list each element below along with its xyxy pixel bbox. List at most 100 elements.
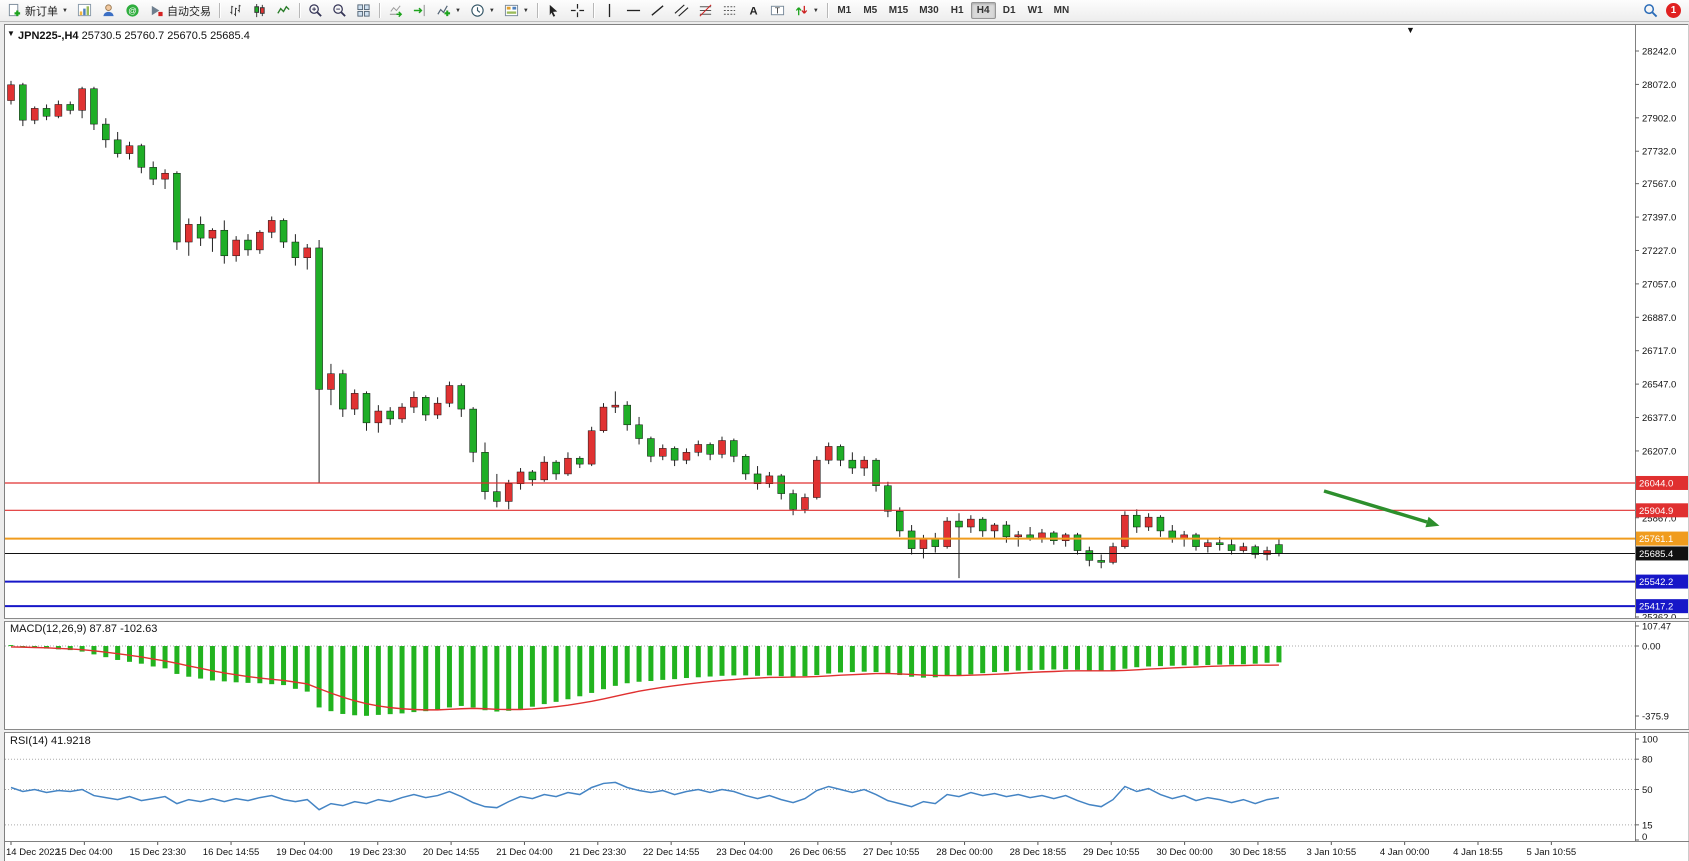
chart-shift-button[interactable] <box>408 1 431 21</box>
timeframe-w1-button[interactable]: W1 <box>1027 5 1043 16</box>
svg-text:29 Dec 10:55: 29 Dec 10:55 <box>1083 847 1140 858</box>
templates-caret-icon: ▼ <box>522 7 529 14</box>
auto-scroll-icon <box>389 5 403 18</box>
new-order-button[interactable]: 新订单 ▼ <box>3 1 72 21</box>
chart-symbol-period: JPN225-,H4 <box>18 30 79 42</box>
bar-chart-type-button[interactable] <box>224 1 247 21</box>
macd-indicator-label: MACD(12,26,9) 87.87 -102.63 <box>10 623 157 635</box>
periods-button[interactable]: ▼ <box>466 1 499 21</box>
svg-text:4 Jan 18:55: 4 Jan 18:55 <box>1453 847 1503 858</box>
svg-text:30 Dec 00:00: 30 Dec 00:00 <box>1156 847 1213 858</box>
horizontal-line-icon <box>626 9 640 12</box>
channel-tool-button[interactable] <box>670 1 693 21</box>
timeframe-m1-button[interactable]: M1 <box>837 5 852 16</box>
toolbar-separator <box>536 3 538 18</box>
auto-trading-label: 自动交易 <box>166 5 211 18</box>
shapes-caret-icon: ▼ <box>812 7 819 14</box>
svg-text:25685.4: 25685.4 <box>1639 549 1673 560</box>
chart-shift-icon <box>413 4 425 17</box>
timeframe-m15-button[interactable]: M15 <box>888 5 909 16</box>
chart-shift-marker-icon[interactable]: ▼ <box>1406 25 1415 35</box>
svg-text:3 Jan 10:55: 3 Jan 10:55 <box>1306 847 1356 858</box>
templates-button[interactable]: ▼ <box>500 1 533 21</box>
trendline-icon <box>651 5 664 16</box>
notification-badge[interactable]: 1 <box>1666 3 1681 18</box>
chart-window-button[interactable] <box>73 1 96 21</box>
zoom-in-button[interactable] <box>304 1 327 21</box>
tile-windows-button[interactable] <box>352 1 375 21</box>
svg-text:26044.0: 26044.0 <box>1639 478 1673 489</box>
svg-text:28 Dec 18:55: 28 Dec 18:55 <box>1010 847 1067 858</box>
timeframe-h4-button[interactable]: H4 <box>970 2 996 19</box>
svg-text:26887.0: 26887.0 <box>1642 313 1676 324</box>
new-indicator-button[interactable]: ▼ <box>432 1 465 21</box>
svg-text:15: 15 <box>1642 820 1653 831</box>
grid-lines-tool-button[interactable] <box>718 1 741 21</box>
auto-scroll-button[interactable] <box>384 1 407 21</box>
zoom-in-icon <box>309 4 322 17</box>
svg-text:28 Dec 00:00: 28 Dec 00:00 <box>936 847 993 858</box>
auto-trading-button[interactable]: 自动交易 <box>145 1 215 21</box>
fibonacci-tool-button[interactable] <box>694 1 717 21</box>
timeframe-d1-button[interactable]: D1 <box>1002 5 1016 16</box>
timeframe-mn-button[interactable]: MN <box>1053 5 1070 16</box>
timeframe-m5-button[interactable]: M5 <box>863 5 878 16</box>
svg-text:107.47: 107.47 <box>1642 621 1671 632</box>
timeframe-m30-button[interactable]: M30 <box>919 5 939 16</box>
svg-text:27902.0: 27902.0 <box>1642 113 1676 124</box>
community-icon: @ <box>126 4 139 17</box>
svg-text:22 Dec 14:55: 22 Dec 14:55 <box>643 847 700 858</box>
timeframe-h1-button[interactable]: H1 <box>950 5 964 16</box>
main-toolbar: 新订单 ▼ @ 自动交易 <box>0 0 1689 22</box>
one-click-trading-toggle-icon[interactable]: ▼ <box>7 29 15 38</box>
search-icon[interactable] <box>1643 3 1658 18</box>
new-indicator-caret-icon: ▼ <box>454 7 461 14</box>
svg-text:27 Dec 10:55: 27 Dec 10:55 <box>863 847 920 858</box>
vertical-line-tool-button[interactable] <box>598 1 621 21</box>
toolbar-separator <box>826 3 828 18</box>
arrows-shapes-icon <box>795 5 807 16</box>
zoom-out-icon <box>333 4 346 17</box>
svg-text:26 Dec 06:55: 26 Dec 06:55 <box>790 847 847 858</box>
zoom-out-button[interactable] <box>328 1 351 21</box>
auto-trading-icon <box>151 5 163 17</box>
toolbar-separator <box>378 3 380 18</box>
text-tool-button[interactable]: A <box>742 1 765 21</box>
svg-text:28242.0: 28242.0 <box>1642 47 1676 58</box>
svg-text:27732.0: 27732.0 <box>1642 147 1676 158</box>
profile-button[interactable] <box>97 1 120 21</box>
line-chart-type-icon <box>277 5 290 14</box>
candlestick-type-button[interactable] <box>248 1 271 21</box>
toolbar-separator <box>592 3 594 18</box>
crosshair-icon <box>570 3 584 18</box>
trendline-tool-button[interactable] <box>646 1 669 21</box>
community-button[interactable]: @ <box>121 1 144 21</box>
svg-text:27057.0: 27057.0 <box>1642 279 1676 290</box>
svg-text:23 Dec 04:00: 23 Dec 04:00 <box>716 847 773 858</box>
svg-text:19 Dec 04:00: 19 Dec 04:00 <box>276 847 333 858</box>
new-indicator-icon <box>437 5 451 17</box>
chart-title: JPN225-,H4 25730.5 25760.7 25670.5 25685… <box>18 30 250 42</box>
vertical-line-icon <box>608 3 610 18</box>
new-order-label: 新订单 <box>25 5 58 18</box>
label-tool-button[interactable]: T <box>766 1 789 21</box>
rsi-value: 41.9218 <box>50 735 91 747</box>
cursor-tool-button[interactable] <box>542 1 565 21</box>
svg-text:25904.9: 25904.9 <box>1639 506 1673 517</box>
svg-text:27397.0: 27397.0 <box>1642 213 1676 224</box>
svg-text:27567.0: 27567.0 <box>1642 179 1676 190</box>
crosshair-tool-button[interactable] <box>566 1 589 21</box>
shapes-tool-button[interactable]: ▼ <box>790 1 823 21</box>
horizontal-line-tool-button[interactable] <box>622 1 645 21</box>
svg-text:16 Dec 14:55: 16 Dec 14:55 <box>203 847 260 858</box>
svg-text:A: A <box>749 6 757 18</box>
chart-window-icon <box>77 3 92 17</box>
periods-clock-icon <box>471 4 484 17</box>
new-order-icon <box>8 3 21 17</box>
line-chart-type-button[interactable] <box>272 1 295 21</box>
svg-text:27227.0: 27227.0 <box>1642 246 1676 257</box>
svg-text:T: T <box>775 5 780 15</box>
tile-windows-icon <box>357 4 370 17</box>
svg-text:4 Jan 00:00: 4 Jan 00:00 <box>1380 847 1430 858</box>
